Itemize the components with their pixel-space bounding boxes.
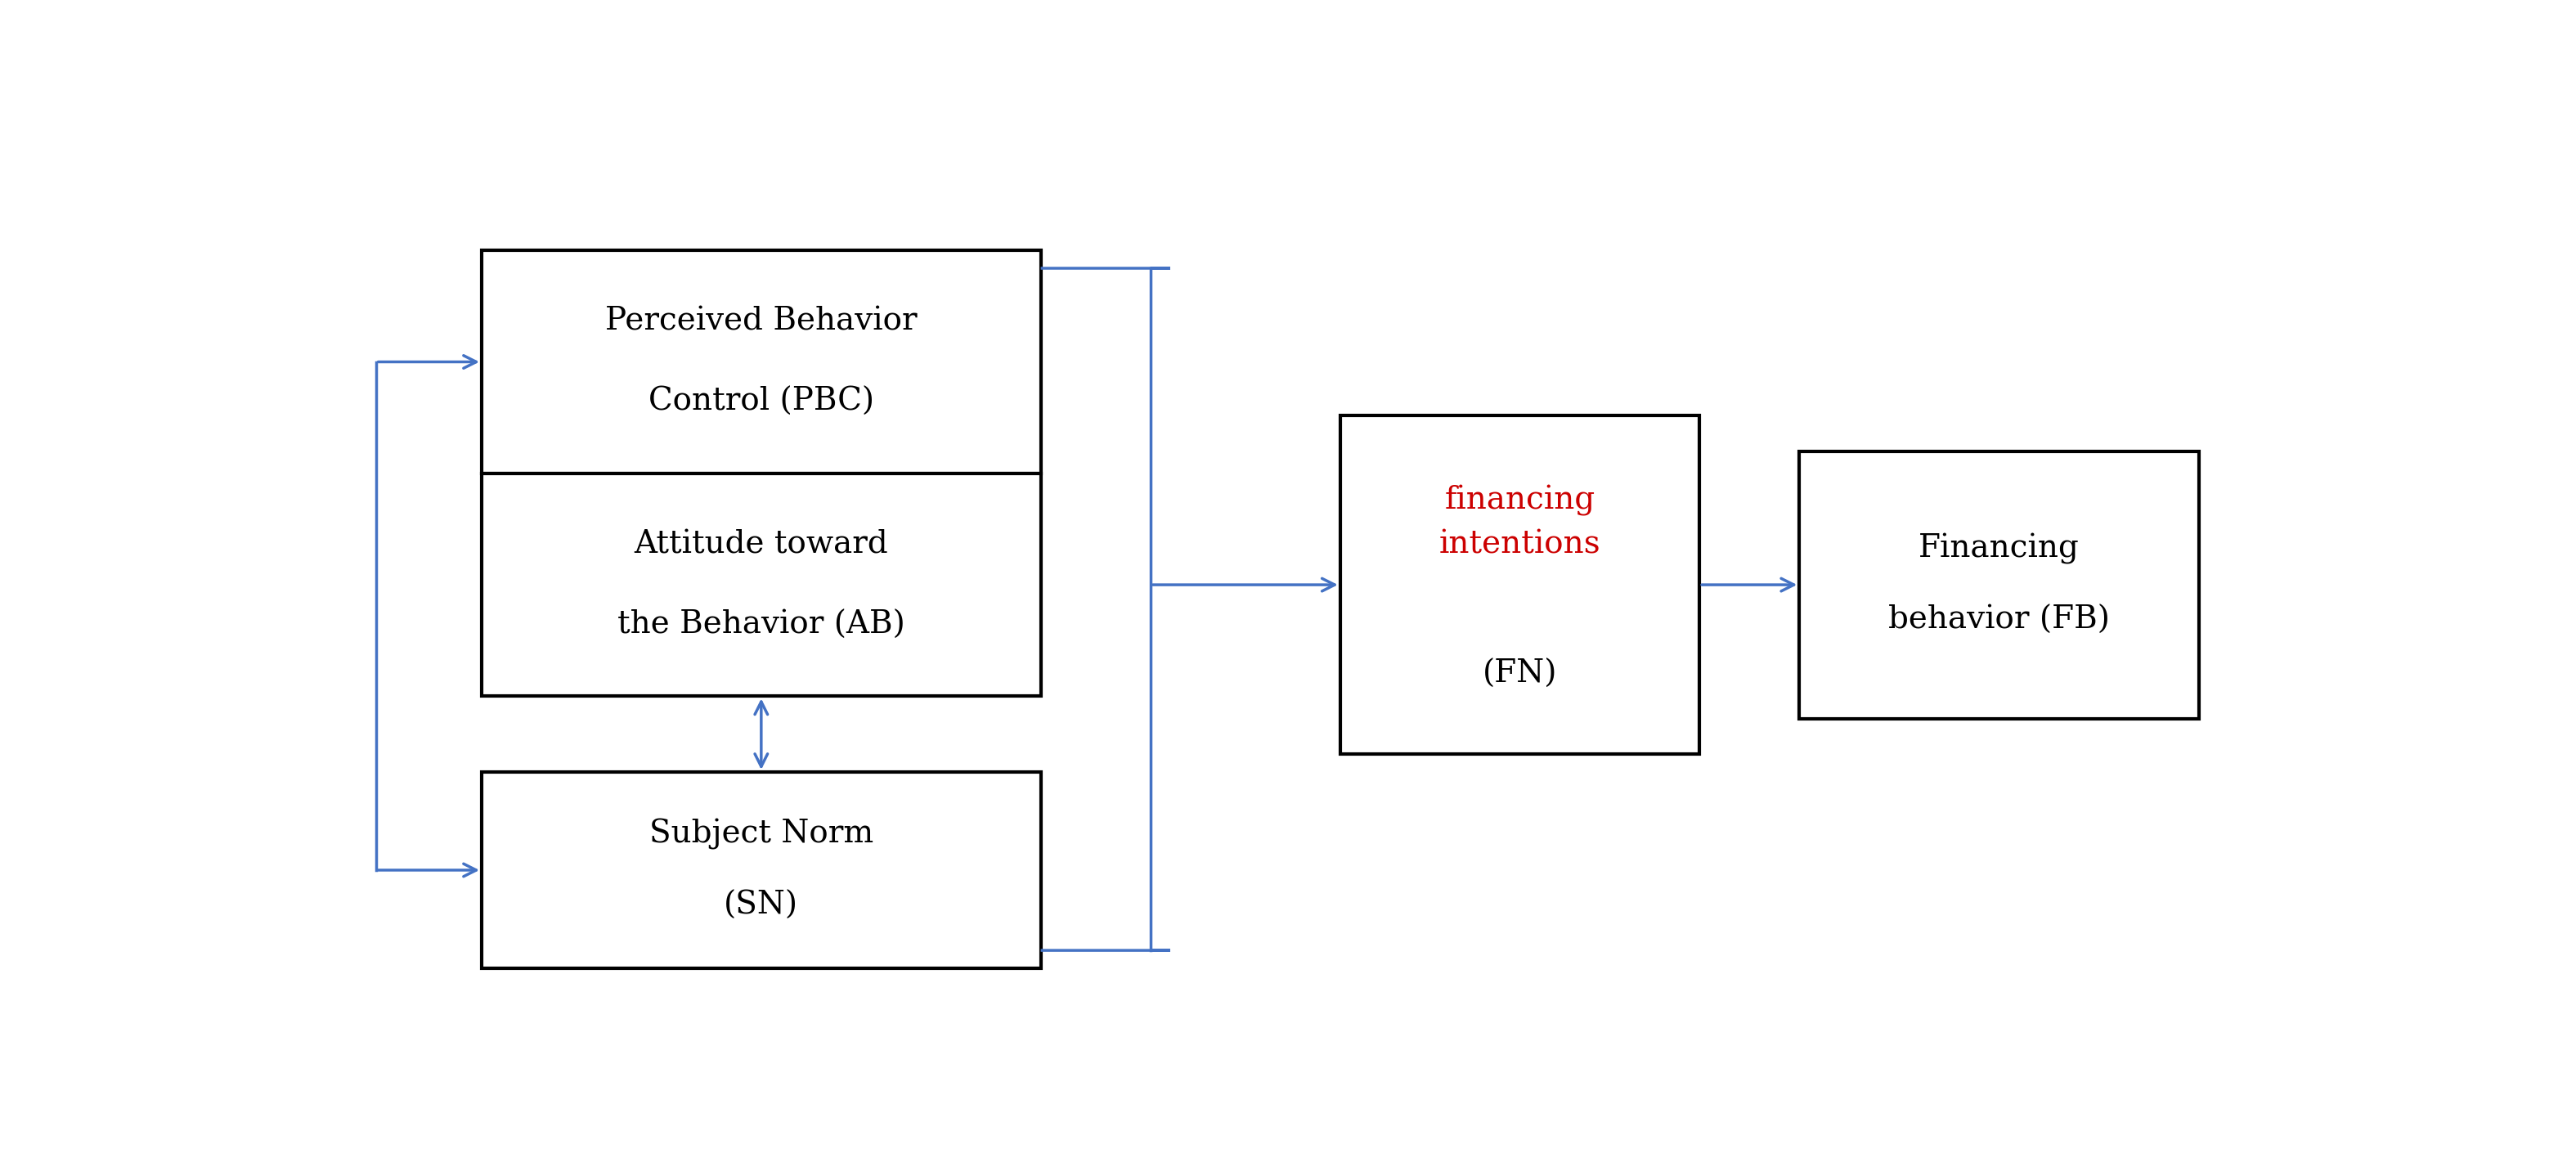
Bar [1340,416,1700,754]
Bar [482,474,1041,696]
Bar [482,772,1041,968]
Bar [1798,452,2200,718]
Text: the Behavior (AB): the Behavior (AB) [618,610,904,640]
Text: Financing: Financing [1919,534,2079,565]
Text: behavior (FB): behavior (FB) [1888,606,2110,636]
Text: (FN): (FN) [1481,659,1558,689]
Text: Perceived Behavior: Perceived Behavior [605,307,917,337]
Text: Subject Norm: Subject Norm [649,819,873,850]
Text: financing
intentions: financing intentions [1440,484,1600,560]
Text: (SN): (SN) [724,891,799,921]
Bar [482,250,1041,474]
Text: Control (PBC): Control (PBC) [649,387,873,417]
Text: Attitude toward: Attitude toward [634,529,889,559]
